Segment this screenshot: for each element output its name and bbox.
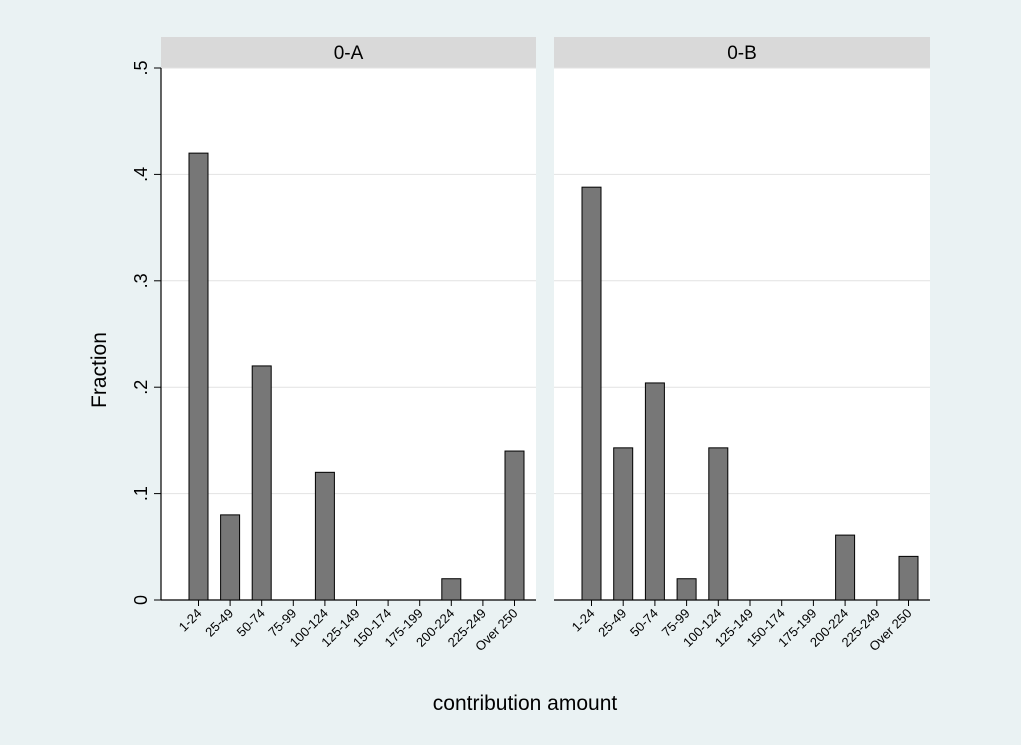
bar-100-124 xyxy=(708,447,729,601)
y-tick-label: .2 xyxy=(131,380,151,395)
bar-over-250 xyxy=(504,450,525,601)
y-axis-title: Fraction xyxy=(88,332,111,408)
bar-over-250 xyxy=(898,555,919,601)
bar-50-74 xyxy=(251,365,272,601)
bar-1-24 xyxy=(188,152,209,601)
bar-200-224 xyxy=(835,534,856,601)
x-tick-label: 50-74 xyxy=(234,606,268,640)
bar-100-124 xyxy=(314,471,335,601)
x-tick-label: 25-49 xyxy=(595,606,629,640)
panel-title: 0-B xyxy=(727,43,757,64)
bar-200-224 xyxy=(441,578,462,601)
x-tick-label: 25-49 xyxy=(202,606,236,640)
y-axis: 0 .1 .2 .3 .4 .5 xyxy=(131,60,162,605)
panel-title: 0-A xyxy=(334,43,364,64)
x-tick-label: 50-74 xyxy=(627,606,661,640)
y-tick-label: 0 xyxy=(131,595,151,605)
panel-1: 0-A1-2425-4950-7475-99100-124125-149150-… xyxy=(161,37,536,654)
panel-2: 0-B1-2425-4950-7475-99100-124125-149150-… xyxy=(554,37,930,654)
panels-layer: 0-A1-2425-4950-7475-99100-124125-149150-… xyxy=(161,37,930,654)
bar-75-99 xyxy=(676,578,697,601)
panel-header xyxy=(161,37,536,68)
bar-1-24 xyxy=(581,186,602,601)
y-tick-label: .3 xyxy=(131,273,151,288)
x-tick-label: 1-24 xyxy=(176,606,205,635)
panel-background xyxy=(554,68,930,600)
x-axis-title: contribution amount xyxy=(433,692,618,715)
y-tick-label: .4 xyxy=(131,167,151,182)
panel-background xyxy=(161,68,536,600)
x-tick-label: 1-24 xyxy=(569,606,598,635)
y-tick-label: .5 xyxy=(131,60,151,75)
bar-25-49 xyxy=(613,447,634,601)
y-tick-label: .1 xyxy=(131,486,151,501)
panel-header xyxy=(554,37,930,68)
bar-25-49 xyxy=(220,514,241,601)
bar-50-74 xyxy=(644,382,665,601)
